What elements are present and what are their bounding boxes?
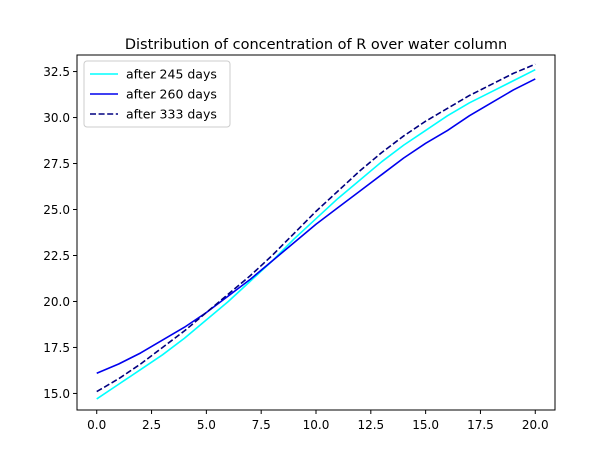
legend-label-2: after 260 days: [126, 87, 217, 102]
x-tick-label: 12.5: [357, 418, 384, 432]
y-tick-label: 17.5: [43, 341, 70, 355]
y-tick-label: 15.0: [43, 387, 70, 401]
x-tick-label: 2.5: [142, 418, 161, 432]
legend-box: [83, 60, 231, 128]
y-tick-label: 32.5: [43, 65, 70, 79]
x-tick-label: 0.0: [87, 418, 106, 432]
y-tick-label: 27.5: [43, 157, 70, 171]
legend-label-1: after 245 days: [126, 67, 217, 82]
series-line-2: [96, 78, 536, 374]
y-axis: 15.0 17.5 20.0 22.5 25.0 27.5 30.0 32.5: [43, 65, 77, 401]
x-tick-label: 15.0: [412, 418, 439, 432]
series-line-1: [96, 69, 536, 400]
x-axis: 0.0 2.5 5.0 7.5 10.0 12.5 15.0 17.5 20.0: [87, 410, 549, 432]
chart-title: Distribution of concentration of R over …: [125, 37, 507, 53]
y-tick-label: 20.0: [43, 295, 70, 309]
x-tick-label: 20.0: [522, 418, 549, 432]
series-line-3: [96, 63, 536, 393]
x-tick-label: 7.5: [252, 418, 271, 432]
x-tick-label: 5.0: [197, 418, 216, 432]
x-tick-label: 17.5: [467, 418, 494, 432]
y-tick-label: 22.5: [43, 249, 70, 263]
series-group: [96, 63, 536, 400]
legend: after 245 days after 260 days after 333 da…: [83, 60, 231, 128]
y-tick-label: 25.0: [43, 203, 70, 217]
y-tick-label: 30.0: [43, 111, 70, 125]
x-tick-label: 10.0: [303, 418, 330, 432]
legend-label-3: after 333 days: [126, 107, 217, 122]
